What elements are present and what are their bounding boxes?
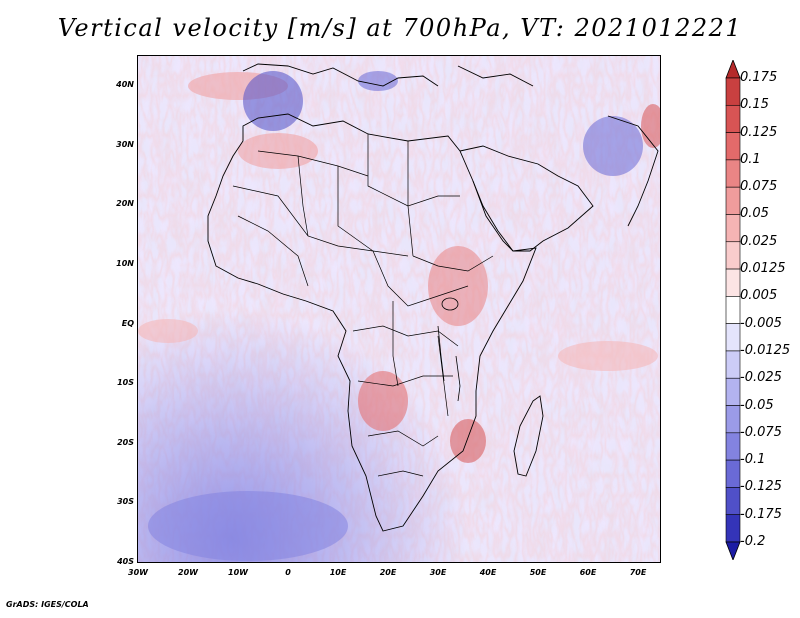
- colorbar-tick-label: 0.05: [740, 206, 769, 222]
- lat-tick-label: EQ: [121, 319, 134, 328]
- colorbar-swatch: [725, 514, 741, 543]
- colorbar-tick-label: -0.2: [740, 534, 766, 549]
- lon-tick-label: 20W: [178, 568, 198, 577]
- lat-tick-label: 10N: [116, 259, 134, 268]
- colorbar-swatch: [725, 296, 741, 324]
- europe-coastline: [242, 63, 534, 87]
- blue-patches: [148, 71, 643, 561]
- lat-tick-label: 40N: [116, 80, 134, 89]
- colorbar-tick-label: 0.15: [740, 97, 769, 113]
- lon-tick-label: 10E: [329, 568, 347, 577]
- lon-tick-label: 20E: [379, 568, 397, 577]
- vertical-velocity-field: [138, 56, 660, 562]
- colorbar-swatch: [725, 132, 741, 161]
- colorbar-tick-label: 0.0125: [740, 261, 786, 277]
- red-patches: [138, 72, 660, 463]
- arabia-coastline: [459, 145, 594, 252]
- colorbar-tick-label: -0.075: [740, 424, 782, 440]
- lon-tick-label: 0: [285, 568, 291, 577]
- colorbar: [725, 60, 741, 560]
- lat-tick-label: 20S: [117, 438, 134, 447]
- lat-tick-label: 20N: [116, 199, 134, 208]
- colorbar-swatch: [725, 186, 741, 215]
- colorbar-swatch: [725, 104, 741, 133]
- colorbar-swatch: [725, 77, 741, 106]
- colorbar-swatch: [725, 377, 741, 406]
- colorbar-tick-label: 0.005: [740, 288, 778, 304]
- lat-tick-label: 40S: [117, 557, 134, 566]
- lon-tick-label: 40E: [479, 568, 497, 577]
- colorbar-swatch: [725, 487, 741, 516]
- lon-tick-label: 60E: [579, 568, 597, 577]
- lat-tick-label: 30S: [117, 497, 134, 506]
- chart-title: Vertical velocity [m/s] at 700hPa, VT: 2…: [57, 14, 743, 42]
- colorbar-tick-label: -0.0125: [740, 342, 791, 358]
- southern-ocean-ascent: [138, 56, 660, 562]
- colorbar-swatch: [725, 432, 741, 461]
- colorbar-tick-label: 0.075: [740, 179, 778, 195]
- colorbar-tick-label: 0.1: [740, 151, 761, 167]
- colorbar-tick-label: 0.025: [740, 233, 778, 249]
- country-borders: [232, 134, 494, 477]
- india-coastline: [607, 115, 659, 227]
- colorbar-swatch: [725, 350, 741, 379]
- colorbar-tick-label: -0.175: [740, 506, 782, 522]
- colorbar-tick-label: 0.125: [740, 124, 778, 140]
- colorbar-swatch: [725, 159, 741, 188]
- lat-tick-label: 10S: [117, 378, 134, 387]
- great-lakes: [437, 297, 461, 402]
- colorbar-tick-label: -0.025: [740, 370, 782, 386]
- lon-tick-label: 30W: [128, 568, 148, 577]
- madagascar-coastline: [513, 395, 544, 477]
- grads-credit: GrADS: IGES/COLA: [6, 600, 89, 609]
- colorbar-swatch: [725, 214, 741, 243]
- lon-tick-label: 30E: [429, 568, 447, 577]
- lon-tick-label: 50E: [529, 568, 547, 577]
- lat-tick-label: 30N: [116, 140, 134, 149]
- colorbar-swatch: [725, 268, 741, 297]
- colorbar-swatch: [725, 405, 741, 434]
- africa-coastline: [207, 113, 537, 532]
- colorbar-swatch: [725, 323, 741, 352]
- colorbar-max-triangle: [725, 60, 741, 79]
- colorbar-tick-label: -0.1: [740, 452, 766, 468]
- lon-tick-label: 10W: [228, 568, 248, 577]
- colorbar-min-triangle: [725, 541, 741, 560]
- colorbar-tick-label: -0.05: [740, 397, 774, 413]
- colorbar-swatch: [725, 241, 741, 270]
- colorbar-tick-label: 0.175: [740, 70, 778, 85]
- colorbar-tick-label: -0.005: [740, 315, 782, 331]
- colorbar-tick-label: -0.125: [740, 479, 782, 495]
- lon-tick-label: 70E: [629, 568, 647, 577]
- map-plot-area: [137, 55, 661, 563]
- colorbar-swatch: [725, 459, 741, 488]
